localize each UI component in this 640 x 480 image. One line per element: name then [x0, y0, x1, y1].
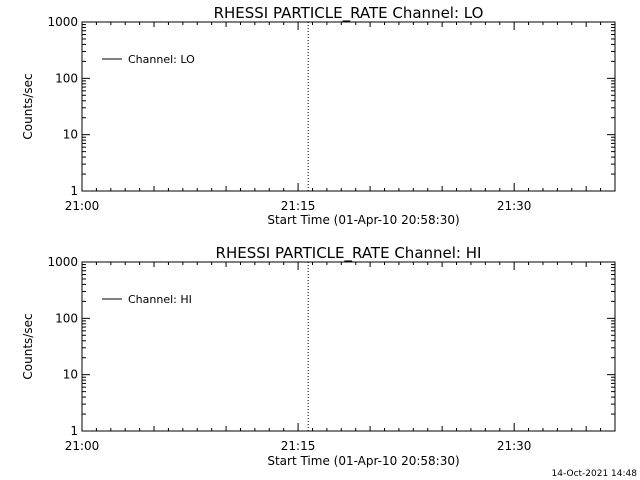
- chart1-legend-label: Channel: HI: [128, 293, 192, 306]
- chart1-title: RHESSI PARTICLE_RATE Channel: HI: [216, 244, 482, 263]
- chart0-y-tick-label: 1: [70, 184, 78, 198]
- chart1-y-tick-label: 1000: [47, 255, 78, 269]
- chart1-y-tick-label: 100: [55, 311, 78, 325]
- chart1-y-tick-label: 1: [70, 424, 78, 438]
- chart0-y-tick-label: 100: [55, 71, 78, 85]
- chart1-plot-frame: [81, 261, 616, 432]
- chart1-y-tick-label: 10: [63, 368, 78, 382]
- chart0-x-tick-label: 21:30: [497, 199, 532, 213]
- chart0-y-tick-label: 1000: [47, 15, 78, 29]
- chart0-y-tick-label: 10: [63, 128, 78, 142]
- chart1-x-tick-label: 21:30: [497, 439, 532, 453]
- chart0-x-tick-label: 21:00: [65, 199, 100, 213]
- chart0-x-tick-label: 21:15: [281, 199, 316, 213]
- chart0-plot-frame: [81, 21, 616, 192]
- chart1-x-tick-label: 21:00: [65, 439, 100, 453]
- chart1-x-tick-label: 21:15: [281, 439, 316, 453]
- chart0-legend-label: Channel: LO: [128, 53, 195, 66]
- chart1-y-axis-label: Counts/sec: [21, 313, 35, 379]
- chart0-title: RHESSI PARTICLE_RATE Channel: LO: [214, 4, 484, 23]
- chart0-x-axis-label: Start Time (01-Apr-10 20:58:30): [267, 213, 459, 227]
- chart0-y-axis-label: Counts/sec: [21, 73, 35, 139]
- chart1-x-axis-label: Start Time (01-Apr-10 20:58:30): [267, 454, 459, 468]
- timestamp-stamp: 14-Oct-2021 14:48: [552, 469, 638, 479]
